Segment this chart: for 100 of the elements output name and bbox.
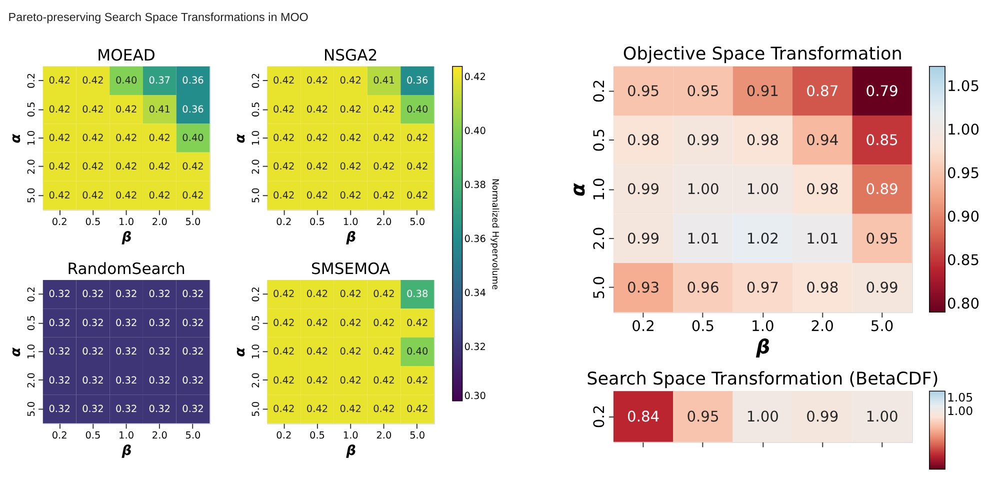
data-label: 0.42 [406,318,428,329]
x-tick-label: 0.2 [52,430,68,442]
data-label: 0.95 [686,82,720,100]
y-tick-label: 1.0 [250,344,262,360]
data-label: 0.42 [82,133,104,144]
data-label: 0.97 [746,279,779,296]
x-tick-label: 5.0 [410,430,426,442]
x-tick-label: 1.0 [118,430,134,442]
data-label: 0.42 [148,133,171,144]
data-label: 0.32 [148,318,171,329]
y-tick-label: 5.0 [591,276,608,300]
data-label: 0.42 [273,318,295,329]
x-tick-label: 1.0 [342,430,358,442]
data-label: 0.40 [406,104,428,116]
data-label: 0.42 [406,190,428,202]
data-label: 0.99 [686,132,720,149]
x-tick-label: 0.5 [691,318,715,336]
y-tick-label: 0.2 [250,286,262,302]
data-label: 0.42 [82,162,104,173]
data-label: 0.42 [115,190,138,202]
data-label: 1.01 [686,230,720,248]
data-label: 0.42 [48,190,70,202]
data-label: 0.32 [115,404,138,415]
x-tick-label: 2.0 [376,216,392,228]
x-tick-label: 2.0 [810,318,834,336]
x-tick-label: 1.0 [342,216,358,228]
data-label: 0.42 [48,104,70,116]
color-bar-title: Normalized Hypervolume [490,178,500,290]
data-label: 0.96 [686,279,720,296]
data-label: 0.42 [340,289,362,300]
data-label: 0.42 [306,190,328,202]
data-label: 0.42 [306,104,328,116]
data-label: 0.42 [82,104,104,116]
data-label: 0.32 [82,375,104,386]
color-bar-label: 1.00 [946,122,980,139]
data-label: 0.42 [406,404,428,415]
color-bar-label: 0.40 [464,126,486,138]
x-tick-label: 0.2 [276,216,292,228]
data-label: 0.42 [273,76,295,87]
x-axis-title: β [755,336,770,359]
x-tick-label: 5.0 [185,216,201,228]
data-label: 0.42 [340,346,362,358]
y-tick-label: 0.5 [250,102,262,118]
text: Pareto-preserving Search Space Transformations in MOO [8,11,308,24]
chart-title: MOEAD [97,46,156,65]
data-label: 0.42 [340,190,362,202]
data-label: 0.42 [273,289,295,300]
data-label: 0.99 [806,408,839,426]
data-label: 0.32 [48,318,70,329]
x-axis-title: β [345,229,356,246]
data-label: 0.42 [82,190,104,202]
y-axis-title: α [8,133,24,144]
data-label: 0.32 [48,375,70,386]
y-axis-title: α [8,346,24,357]
y-tick-label: 2.0 [250,158,262,175]
data-label: 0.42 [306,375,328,386]
data-label: 1.00 [686,181,720,198]
data-label: 0.42 [340,375,362,386]
data-label: 0.36 [182,76,204,87]
data-label: 0.42 [182,162,204,173]
x-tick-label: 5.0 [185,430,201,442]
data-label: 0.32 [148,404,171,415]
y-tick-label: 5.0 [250,188,262,204]
data-label: 0.42 [273,133,295,144]
data-label: 0.99 [627,230,660,248]
data-label: 0.42 [373,104,395,116]
color-bar-label: 0.38 [464,180,486,192]
data-label: 0.98 [627,132,660,149]
color-bar-label: 1.05 [946,78,980,96]
x-axis-title: β [120,229,132,246]
data-label: 1.00 [866,408,898,426]
x-tick-label: 2.0 [376,430,392,442]
data-label: 0.94 [806,132,839,149]
data-label: 0.32 [48,404,70,415]
data-label: 0.42 [273,404,295,415]
data-label: 0.42 [373,162,395,173]
data-label: 0.32 [115,318,138,329]
data-label: 0.41 [148,104,171,116]
data-label: 0.42 [82,76,104,87]
data-label: 0.42 [340,162,362,173]
data-label: 0.42 [48,133,70,144]
data-label: 0.38 [406,289,428,300]
data-label: 0.42 [115,162,138,173]
x-tick-label: 0.5 [85,216,101,228]
y-tick-label: 1.0 [591,178,608,201]
data-label: 0.42 [306,133,328,144]
data-label: 0.42 [373,318,395,329]
data-label: 0.42 [306,346,328,358]
x-axis-title: β [120,443,132,460]
chart-title: RandomSearch [67,260,186,278]
data-label: 0.32 [148,346,171,358]
color-bar-label: 0.42 [464,72,486,84]
y-tick-label: 1.0 [250,130,262,146]
data-label: 0.99 [627,181,660,198]
y-tick-label: 0.2 [26,286,38,302]
chart-title: Objective Space Transformation [622,44,902,65]
y-tick-label: 1.0 [26,130,38,146]
x-tick-label: 0.5 [310,430,326,442]
data-label: 0.98 [806,181,839,198]
data-label: 0.79 [866,82,898,100]
